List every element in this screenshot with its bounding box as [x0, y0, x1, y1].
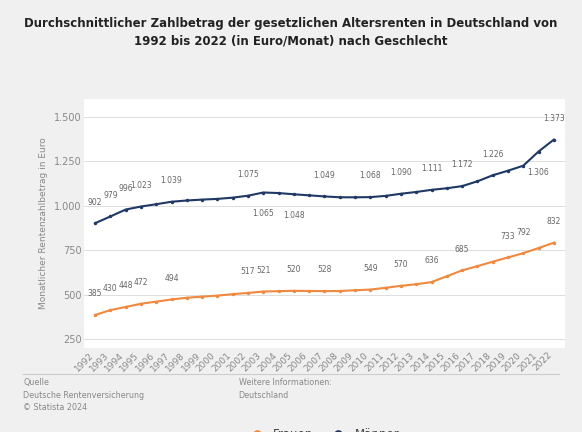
Legend: Frauen, Männer: Frauen, Männer — [245, 423, 404, 432]
Text: 1.075: 1.075 — [237, 170, 259, 179]
Text: 430: 430 — [103, 285, 118, 293]
Text: 521: 521 — [256, 266, 271, 275]
Text: 1.049: 1.049 — [314, 171, 335, 180]
Text: 570: 570 — [393, 260, 408, 269]
Text: 685: 685 — [455, 245, 469, 254]
Text: 1.023: 1.023 — [130, 181, 152, 190]
Text: 733: 733 — [501, 232, 515, 241]
Text: 385: 385 — [88, 289, 102, 298]
Text: 1.111: 1.111 — [421, 164, 442, 173]
Text: 520: 520 — [286, 265, 301, 274]
Text: Weitere Informationen:
Deutschland: Weitere Informationen: Deutschland — [239, 378, 332, 400]
Text: 902: 902 — [88, 197, 102, 206]
Text: 472: 472 — [134, 278, 148, 287]
Text: 1.048: 1.048 — [283, 211, 305, 220]
Text: 1.226: 1.226 — [482, 149, 503, 159]
Text: 792: 792 — [516, 228, 531, 237]
Text: 494: 494 — [164, 274, 179, 283]
Text: 1.090: 1.090 — [390, 168, 412, 177]
Text: 1.065: 1.065 — [253, 209, 274, 218]
Text: 549: 549 — [363, 264, 378, 273]
Text: 448: 448 — [118, 281, 133, 290]
Text: 1.068: 1.068 — [360, 172, 381, 181]
Text: 528: 528 — [317, 266, 332, 274]
Text: 636: 636 — [424, 257, 439, 265]
Text: 1.373: 1.373 — [543, 114, 565, 123]
Text: 832: 832 — [546, 217, 561, 226]
Text: Quelle
Deutsche Rentenversicherung
© Statista 2024: Quelle Deutsche Rentenversicherung © Sta… — [23, 378, 144, 412]
Y-axis label: Monatlicher Rentenzahlbetrag in Euro: Monatlicher Rentenzahlbetrag in Euro — [40, 138, 48, 309]
Text: 1.039: 1.039 — [161, 176, 182, 185]
Text: 996: 996 — [118, 184, 133, 193]
Text: 1.172: 1.172 — [451, 160, 473, 169]
Text: 979: 979 — [103, 191, 118, 200]
Text: 517: 517 — [241, 267, 255, 276]
Text: 1.306: 1.306 — [528, 168, 549, 177]
Text: Durchschnittlicher Zahlbetrag der gesetzlichen Altersrenten in Deutschland von
1: Durchschnittlicher Zahlbetrag der gesetz… — [24, 17, 558, 47]
